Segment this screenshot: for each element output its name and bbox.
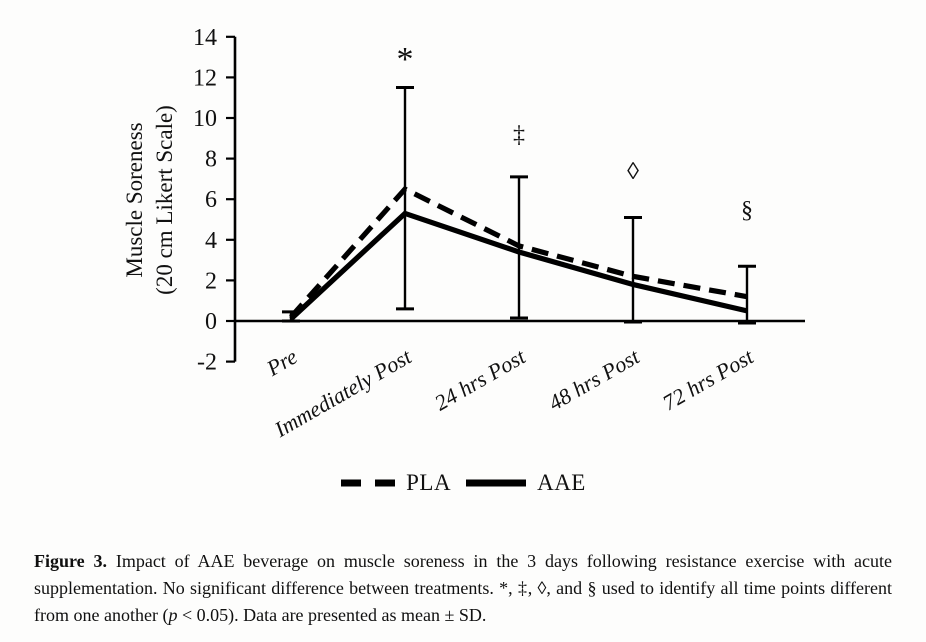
- solid-line-icon: [466, 479, 527, 487]
- svg-text:◊: ◊: [627, 159, 639, 185]
- svg-text:10: 10: [193, 106, 217, 132]
- legend-label-pla: PLA: [406, 470, 452, 495]
- legend-label-aae: AAE: [537, 470, 586, 495]
- figure-caption-label: Figure 3.: [34, 551, 107, 571]
- svg-text:(20 cm Likert Scale): (20 cm Likert Scale): [152, 105, 177, 295]
- figure-caption-text-1: Impact of AAE beverage on muscle sorenes…: [34, 551, 892, 625]
- svg-text:12: 12: [193, 65, 217, 91]
- legend-item-aae: AAE: [465, 470, 586, 496]
- dashed-line-icon: [341, 479, 396, 487]
- muscle-soreness-chart: 14 12 10 8 6 4 2 0 -2 * ‡ ◊ § Pre Immediately Post 24 h…: [0, 25, 926, 496]
- chart-legend: PLA AAE: [0, 470, 926, 496]
- svg-text:Pre: Pre: [261, 344, 301, 382]
- figure-caption-text-2: < 0.05). Data are presented as mean ± SD…: [177, 605, 487, 625]
- svg-text:-2: -2: [197, 350, 217, 376]
- svg-text:14: 14: [193, 25, 217, 51]
- svg-text:4: 4: [205, 228, 217, 254]
- figure-caption-p-symbol: p: [168, 605, 178, 625]
- figure-caption: Figure 3. Impact of AAE beverage on musc…: [34, 548, 892, 629]
- svg-text:0: 0: [205, 309, 217, 335]
- svg-text:§: §: [741, 197, 753, 223]
- svg-text:‡: ‡: [513, 122, 525, 148]
- svg-text:Muscle Soreness: Muscle Soreness: [122, 122, 147, 277]
- svg-text:2: 2: [205, 268, 217, 294]
- svg-text:48 hrs Post: 48 hrs Post: [544, 343, 644, 415]
- svg-text:8: 8: [205, 147, 217, 173]
- svg-text:*: *: [397, 41, 414, 78]
- svg-text:72 hrs Post: 72 hrs Post: [658, 343, 758, 415]
- legend-item-pla: PLA: [340, 470, 451, 496]
- svg-text:24 hrs Post: 24 hrs Post: [430, 343, 530, 415]
- svg-text:6: 6: [205, 187, 217, 213]
